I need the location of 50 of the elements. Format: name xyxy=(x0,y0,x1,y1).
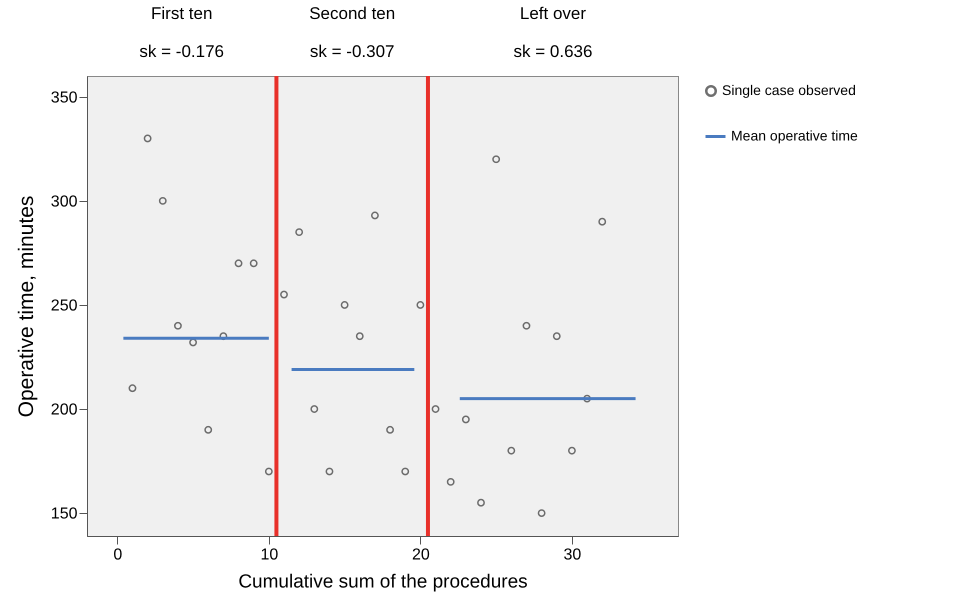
point xyxy=(326,468,334,476)
point xyxy=(507,446,516,455)
text: sk = 0.636 xyxy=(514,42,592,61)
y-tick-label: 200 xyxy=(50,402,78,419)
text: Second ten xyxy=(309,4,396,23)
text: First ten xyxy=(151,4,212,23)
x-tick-label: 20 xyxy=(412,546,430,564)
point xyxy=(552,332,561,340)
x-tick-label: 10 xyxy=(260,546,278,564)
point xyxy=(189,338,197,346)
point xyxy=(401,468,410,476)
point xyxy=(598,218,606,226)
legend-label: Mean operative time xyxy=(731,128,858,144)
point xyxy=(280,290,288,298)
text: sk = -0.176 xyxy=(139,42,224,61)
point xyxy=(583,394,591,403)
point xyxy=(250,259,258,268)
point xyxy=(446,478,455,486)
x-tick-label: 30 xyxy=(564,546,582,564)
point xyxy=(340,301,349,309)
point xyxy=(568,446,576,455)
point xyxy=(371,212,379,220)
y-tick-label: 150 xyxy=(50,506,78,523)
point xyxy=(416,301,424,309)
point xyxy=(492,155,500,164)
point xyxy=(204,426,212,434)
point xyxy=(538,509,546,518)
point xyxy=(386,426,394,434)
point xyxy=(234,259,242,268)
point xyxy=(264,468,273,476)
x-axis-title: Cumulative sum of the procedures xyxy=(238,572,528,592)
point xyxy=(432,405,440,413)
point xyxy=(356,332,364,340)
point xyxy=(310,405,318,413)
text: sk = -0.307 xyxy=(310,42,394,61)
point xyxy=(522,322,530,330)
point xyxy=(477,498,485,507)
point xyxy=(174,322,182,330)
y-tick-label: 250 xyxy=(50,297,78,314)
y-tick-label: 300 xyxy=(50,193,78,210)
legend-label: Single case observed xyxy=(722,82,856,98)
x-tick-label: 0 xyxy=(113,546,122,564)
text: Left over xyxy=(520,4,586,23)
y-axis-title: Operative time, minutes xyxy=(14,196,38,418)
y-tick-label: 350 xyxy=(50,89,78,106)
point xyxy=(295,228,304,236)
point xyxy=(128,384,136,392)
point xyxy=(462,416,470,424)
point xyxy=(144,134,152,142)
point xyxy=(158,196,167,205)
